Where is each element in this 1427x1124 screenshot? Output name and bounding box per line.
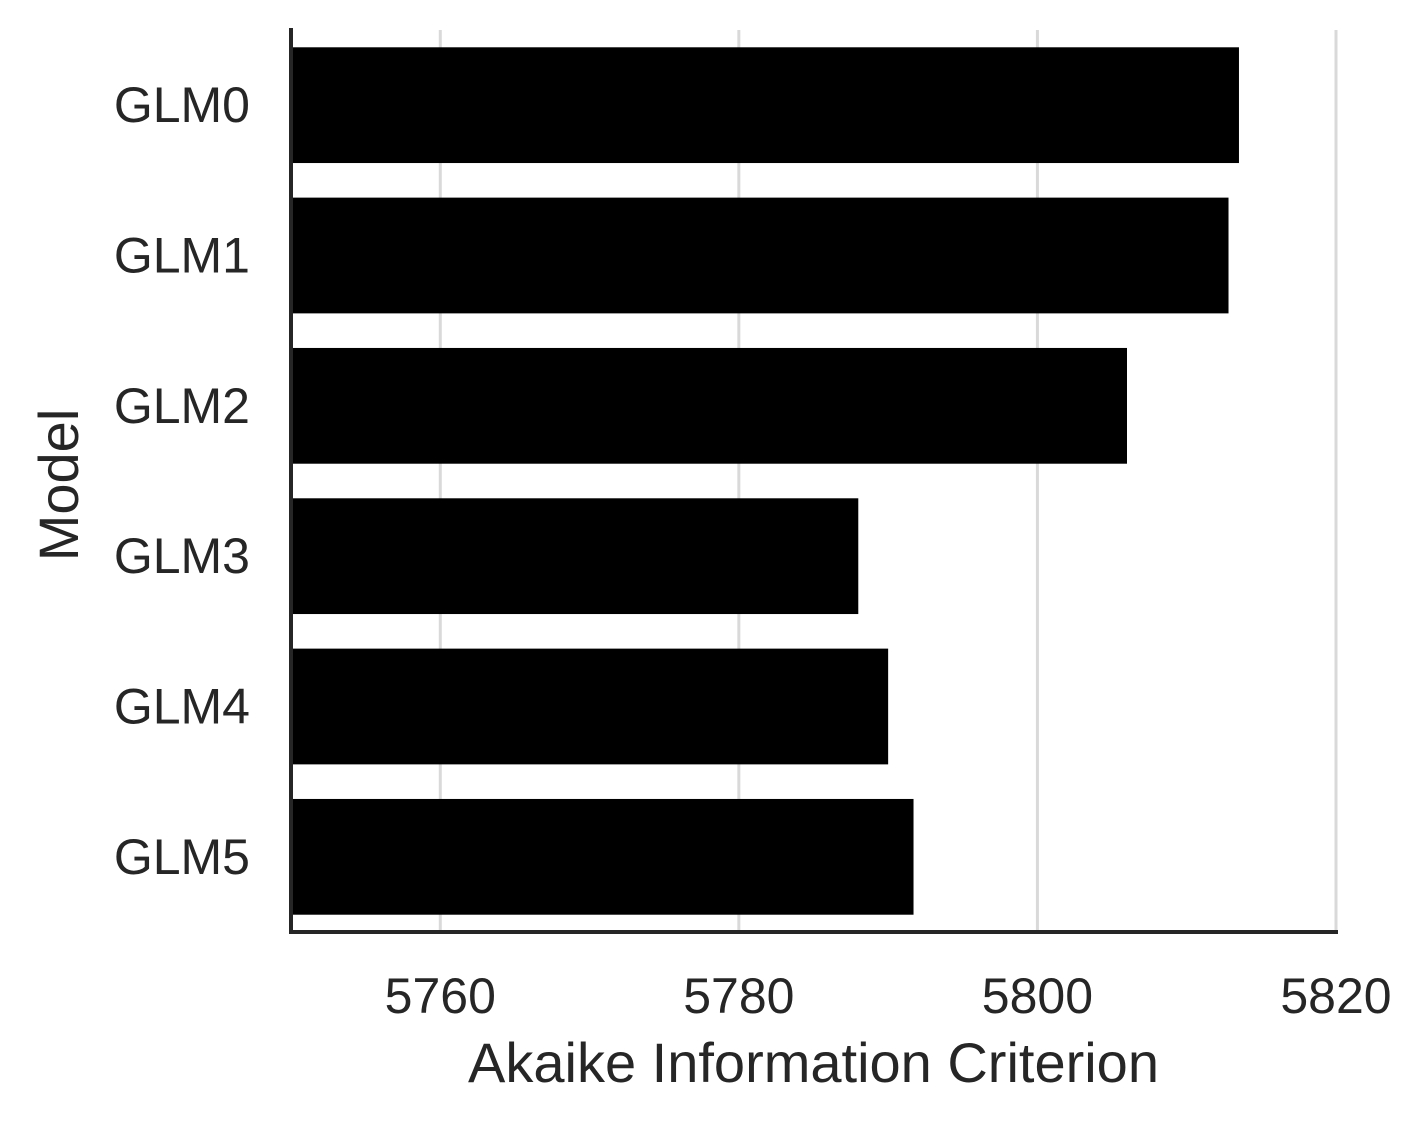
bar-glm5 [291, 798, 914, 915]
bar-glm1 [291, 197, 1229, 314]
y-tick-label-glm5: GLM5 [114, 829, 250, 885]
x-tick-label-5800: 5800 [982, 968, 1093, 1024]
y-tick-label-glm1: GLM1 [114, 228, 250, 284]
y-tick-label-glm3: GLM3 [114, 528, 250, 584]
y-tick-labels: GLM0 GLM1 GLM2 GLM3 GLM4 GLM5 [114, 77, 250, 885]
axes [289, 28, 1338, 934]
x-axis-label: Akaike Information Criterion [468, 1031, 1159, 1094]
y-tick-label-glm4: GLM4 [114, 679, 250, 735]
bar-glm0 [291, 47, 1239, 164]
x-tick-label-5820: 5820 [1280, 968, 1391, 1024]
bar-glm3 [291, 498, 859, 615]
y-tick-label-glm0: GLM0 [114, 77, 250, 133]
x-tick-label-5760: 5760 [385, 968, 496, 1024]
bar-glm2 [291, 347, 1127, 464]
grid-lines [438, 30, 1338, 932]
x-tick-label-5780: 5780 [683, 968, 794, 1024]
bar-glm4 [291, 648, 889, 765]
y-axis-label: Model [27, 409, 90, 562]
y-tick-label-glm2: GLM2 [114, 378, 250, 434]
x-tick-labels: 5760 5780 5800 5820 [385, 968, 1392, 1024]
bars [291, 47, 1239, 915]
